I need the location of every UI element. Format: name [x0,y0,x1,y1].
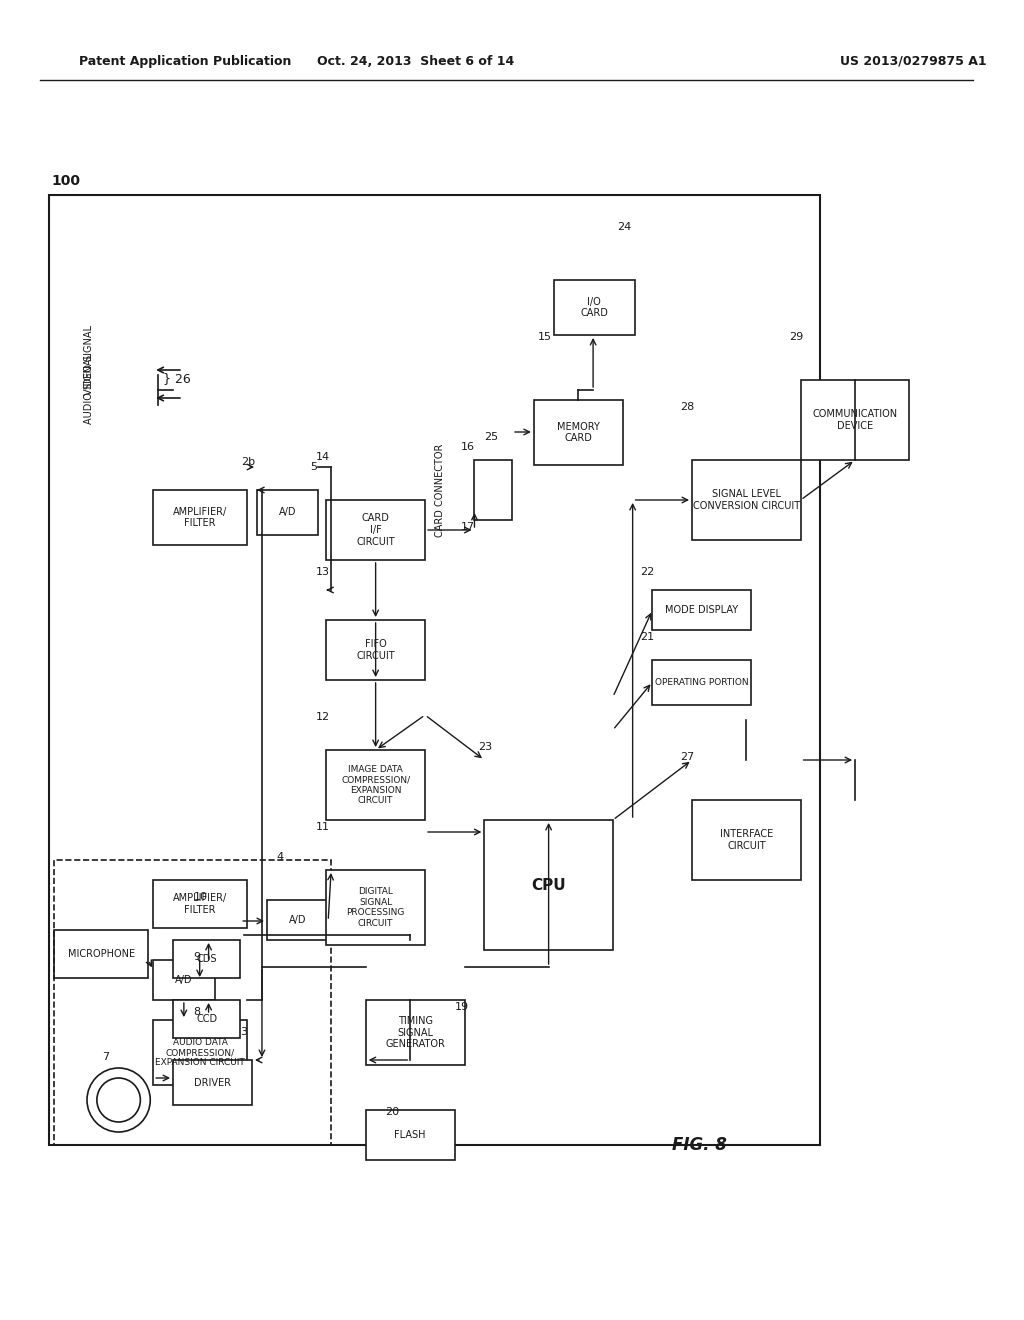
Text: TIMING
SIGNAL
GENERATOR: TIMING SIGNAL GENERATOR [385,1016,445,1049]
Text: FIG. 8: FIG. 8 [672,1137,727,1154]
Text: COMMUNICATION
DEVICE: COMMUNICATION DEVICE [812,409,898,430]
FancyBboxPatch shape [154,960,214,1001]
Text: 16: 16 [461,442,475,451]
FancyBboxPatch shape [692,800,801,880]
FancyBboxPatch shape [54,931,148,978]
Text: CDS: CDS [197,954,217,964]
Text: MICROPHONE: MICROPHONE [68,949,135,960]
Text: 28: 28 [680,403,694,412]
Text: DRIVER: DRIVER [194,1077,231,1088]
FancyBboxPatch shape [257,490,318,535]
Text: CARD
I/F
CIRCUIT: CARD I/F CIRCUIT [356,513,395,546]
Text: CPU: CPU [531,878,566,892]
FancyBboxPatch shape [801,380,909,459]
Text: 100: 100 [51,174,81,187]
FancyBboxPatch shape [327,750,425,820]
Text: FLASH: FLASH [394,1130,426,1140]
Text: 17: 17 [461,521,475,532]
Text: AUDIO DATA
COMPRESSION/
EXPANSION CIRCUIT: AUDIO DATA COMPRESSION/ EXPANSION CIRCUI… [156,1038,245,1068]
Text: 24: 24 [616,222,631,232]
FancyBboxPatch shape [173,940,241,978]
FancyBboxPatch shape [534,400,623,465]
Text: US 2013/0279875 A1: US 2013/0279875 A1 [841,55,987,69]
FancyBboxPatch shape [474,459,512,520]
Text: 4: 4 [276,851,284,862]
Text: 29: 29 [788,333,803,342]
Text: 19: 19 [455,1002,469,1012]
FancyBboxPatch shape [366,1110,455,1160]
Text: 5: 5 [310,462,317,473]
Text: INTERFACE
CIRCUIT: INTERFACE CIRCUIT [720,829,773,851]
Text: 15: 15 [538,333,552,342]
Text: MODE DISPLAY: MODE DISPLAY [666,605,738,615]
Text: 27: 27 [680,752,694,762]
Text: 22: 22 [641,568,654,577]
FancyBboxPatch shape [173,1001,241,1038]
Text: DIGITAL
SIGNAL
PROCESSING
CIRCUIT: DIGITAL SIGNAL PROCESSING CIRCUIT [346,887,404,928]
Text: 9: 9 [194,952,201,962]
Text: OPERATING PORTION: OPERATING PORTION [655,678,749,686]
Text: 21: 21 [641,632,654,642]
Text: A/D: A/D [279,507,296,517]
Text: A/D: A/D [175,975,193,985]
Text: 14: 14 [316,451,331,462]
Text: Oct. 24, 2013  Sheet 6 of 14: Oct. 24, 2013 Sheet 6 of 14 [316,55,514,69]
FancyBboxPatch shape [154,1020,247,1085]
Text: 20: 20 [385,1107,399,1117]
Text: MEMORY
CARD: MEMORY CARD [557,421,600,444]
Text: AUDIO SIGNAL: AUDIO SIGNAL [84,352,94,424]
Text: CCD: CCD [196,1014,217,1024]
Text: 7: 7 [101,1052,109,1063]
Text: I/O
CARD: I/O CARD [581,297,608,318]
Text: SIGNAL LEVEL
CONVERSION CIRCUIT: SIGNAL LEVEL CONVERSION CIRCUIT [693,490,800,511]
Text: A/D: A/D [289,915,306,925]
FancyBboxPatch shape [327,500,425,560]
FancyBboxPatch shape [652,660,752,705]
Text: 25: 25 [484,432,499,442]
Text: 2b: 2b [242,457,255,467]
FancyBboxPatch shape [173,1060,252,1105]
Text: VIDEO SIGNAL: VIDEO SIGNAL [84,325,94,395]
Text: } 26: } 26 [163,372,190,385]
Text: 13: 13 [316,568,331,577]
Text: 8: 8 [194,1007,201,1016]
Text: 23: 23 [478,742,493,752]
FancyBboxPatch shape [652,590,752,630]
Text: 10: 10 [194,892,208,902]
Text: AMPLIFIER/
FILTER: AMPLIFIER/ FILTER [173,507,227,528]
FancyBboxPatch shape [366,1001,465,1065]
Text: Patent Application Publication: Patent Application Publication [79,55,292,69]
FancyBboxPatch shape [327,870,425,945]
Text: IMAGE DATA
COMPRESSION/
EXPANSION
CIRCUIT: IMAGE DATA COMPRESSION/ EXPANSION CIRCUI… [341,764,411,805]
Text: 12: 12 [316,711,331,722]
FancyBboxPatch shape [692,459,801,540]
FancyBboxPatch shape [327,620,425,680]
Text: AMPLIFIER/
FILTER: AMPLIFIER/ FILTER [173,894,227,915]
Text: CARD CONNECTOR: CARD CONNECTOR [435,444,445,537]
FancyBboxPatch shape [267,900,328,940]
Text: 11: 11 [316,822,331,832]
FancyBboxPatch shape [154,880,247,928]
Text: 3: 3 [241,1027,247,1038]
FancyBboxPatch shape [154,490,247,545]
FancyBboxPatch shape [554,280,635,335]
Text: FIFO
CIRCUIT: FIFO CIRCUIT [356,639,395,661]
FancyBboxPatch shape [484,820,613,950]
